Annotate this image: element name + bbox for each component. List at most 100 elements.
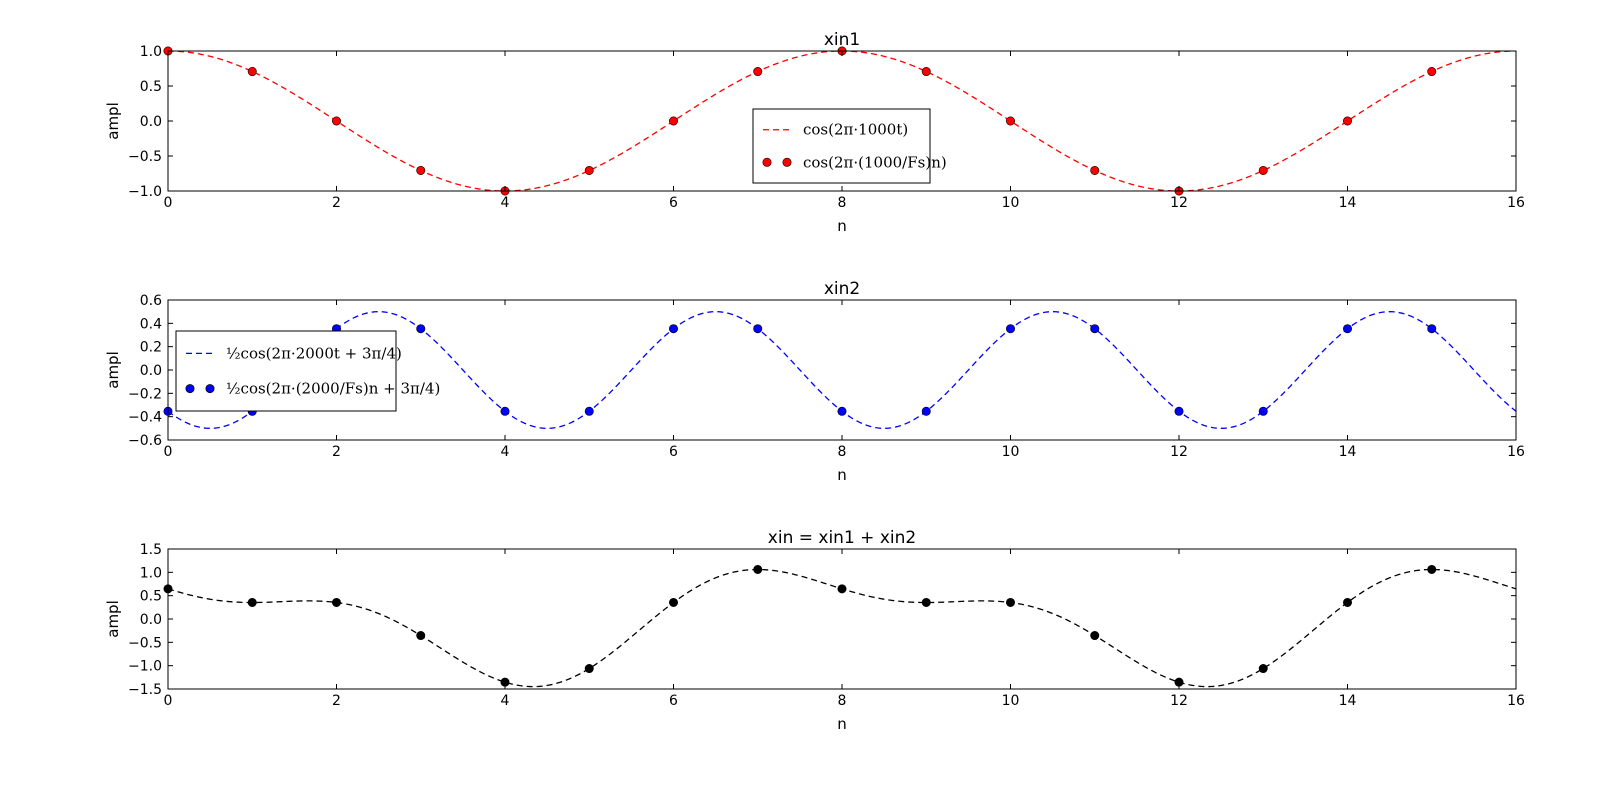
- x-tick-label: 12: [1170, 195, 1188, 211]
- x-tick-label: 0: [164, 444, 173, 460]
- x-tick-label: 4: [501, 195, 510, 211]
- x-tick-label: 6: [669, 444, 678, 460]
- sample-point: [584, 406, 594, 416]
- sample-point: [1090, 324, 1100, 334]
- sample-point: [1258, 664, 1268, 674]
- y-tick-label: −1.5: [128, 682, 162, 698]
- x-tick-label: 2: [332, 444, 341, 460]
- axes-frame: [167, 548, 1517, 690]
- subplot-1: xin1 0 2 4 6 8 10 12 14 16 1.0 0.5 0.0 −0.5 −1.0 n ampl c…: [104, 30, 1525, 235]
- sample-point: [584, 165, 594, 175]
- sample-point: [1005, 597, 1015, 607]
- sample-point: [753, 324, 763, 334]
- sample-point: [668, 324, 678, 334]
- x-tick-label: 16: [1507, 444, 1525, 460]
- sample-point: [1343, 324, 1353, 334]
- sample-point: [1174, 406, 1184, 416]
- y-tick-label: 0.2: [140, 340, 162, 356]
- x-tick-label: 2: [332, 693, 341, 709]
- dashed-curve: [168, 51, 1516, 191]
- x-axis-label: n: [837, 217, 847, 235]
- subplot-title: xin2: [824, 279, 860, 299]
- subplot-3: xin = xin1 + xin2 0 2 4 6 8 10 12 14 16 1.5 1.0 0.5 0…: [104, 528, 1525, 733]
- sample-point: [1343, 597, 1353, 607]
- legend-entry: cos(2π·(1000/Fs)n): [803, 153, 947, 171]
- y-tick-label: 0.4: [140, 316, 162, 332]
- legend-entry: ½cos(2π·2000t + 3π/4): [226, 344, 402, 362]
- sample-point: [668, 116, 678, 126]
- x-tick-label: 14: [1339, 195, 1357, 211]
- x-tick-label: 4: [501, 693, 510, 709]
- y-tick-label: −1.0: [128, 184, 162, 200]
- x-axis-label: n: [837, 715, 847, 733]
- x-tick-label: 14: [1339, 693, 1357, 709]
- x-tick-label: 16: [1507, 693, 1525, 709]
- x-axis-label: n: [837, 466, 847, 484]
- y-axis-label: ampl: [104, 102, 122, 140]
- sample-point: [416, 324, 426, 334]
- legend: ½cos(2π·2000t + 3π/4) ½cos(2π·(2000/Fs)n …: [175, 330, 440, 412]
- x-tick-label: 14: [1339, 444, 1357, 460]
- x-tick-label: 10: [1002, 693, 1020, 709]
- legend-marker-swatch: [782, 157, 792, 167]
- x-tick-label: 12: [1170, 693, 1188, 709]
- sample-point: [1427, 324, 1437, 334]
- sample-point: [921, 67, 931, 77]
- sample-point: [1090, 631, 1100, 641]
- y-tick-label: 1.0: [140, 565, 162, 581]
- sample-point: [1258, 165, 1268, 175]
- x-tick-label: 8: [838, 444, 847, 460]
- sample-point: [753, 564, 763, 574]
- y-tick-label: −0.5: [128, 149, 162, 165]
- y-tick-label: 0.5: [140, 79, 162, 95]
- sample-point: [500, 406, 510, 416]
- x-tick-label: 16: [1507, 195, 1525, 211]
- sample-point: [416, 631, 426, 641]
- y-axis-label: ampl: [104, 351, 122, 389]
- sample-point: [1090, 165, 1100, 175]
- x-tick-label: 6: [669, 195, 678, 211]
- x-tick-label: 10: [1002, 195, 1020, 211]
- y-tick-label: 1.0: [140, 44, 162, 60]
- legend-entry: ½cos(2π·(2000/Fs)n + 3π/4): [226, 380, 440, 398]
- legend-marker-swatch: [185, 384, 195, 394]
- sample-point: [837, 584, 847, 594]
- legend: cos(2π·1000t) cos(2π·(1000/Fs)n): [752, 108, 947, 184]
- y-tick-label: −0.2: [128, 386, 162, 402]
- y-axis-label: ampl: [104, 600, 122, 638]
- sample-point: [331, 116, 341, 126]
- x-tick-label: 8: [838, 693, 847, 709]
- x-tick-label: 0: [164, 693, 173, 709]
- legend-marker-swatch: [762, 157, 772, 167]
- y-tick-label: 1.5: [140, 542, 162, 558]
- y-tick-label: 0.0: [140, 612, 162, 628]
- subplot-2: xin2 0 2 4 6 8 10 12 14 16 0.6 0.4 0.2 0.0 −0.2 −0.4 −0.…: [104, 279, 1525, 484]
- sample-point: [1427, 67, 1437, 77]
- x-tick-label: 2: [332, 195, 341, 211]
- y-tick-label: −1.0: [128, 659, 162, 675]
- sample-point: [1005, 116, 1015, 126]
- legend-entry: cos(2π·1000t): [803, 121, 908, 139]
- sample-point: [1427, 564, 1437, 574]
- x-tick-label: 12: [1170, 444, 1188, 460]
- sample-point: [1343, 116, 1353, 126]
- sample-point: [921, 597, 931, 607]
- y-tick-label: 0.5: [140, 589, 162, 605]
- sample-point: [247, 67, 257, 77]
- sample-point: [1258, 406, 1268, 416]
- y-tick-label: −0.5: [128, 635, 162, 651]
- subplot-title: xin = xin1 + xin2: [768, 528, 916, 548]
- subplot-title: xin1: [824, 30, 860, 50]
- sample-point: [416, 165, 426, 175]
- sample-point: [668, 597, 678, 607]
- x-tick-label: 8: [838, 195, 847, 211]
- legend-marker-swatch: [205, 384, 215, 394]
- y-tick-label: −0.4: [128, 410, 162, 426]
- x-tick-label: 10: [1002, 444, 1020, 460]
- sample-point: [1005, 324, 1015, 334]
- y-tick-label: 0.0: [140, 114, 162, 130]
- sample-point: [837, 406, 847, 416]
- sample-point: [753, 67, 763, 77]
- sample-point: [921, 406, 931, 416]
